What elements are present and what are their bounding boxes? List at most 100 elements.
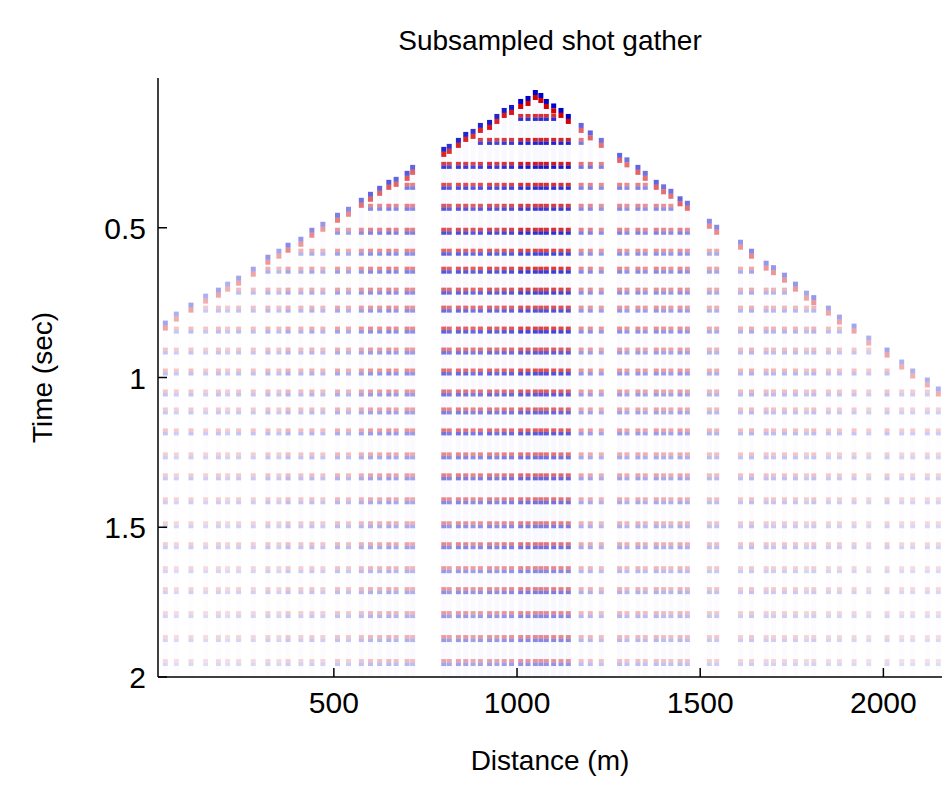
event-trough [494, 231, 499, 235]
event-trough [225, 351, 230, 355]
event-peak [286, 521, 291, 525]
event-peak [163, 428, 168, 432]
event-trough [276, 411, 281, 415]
event-peak [163, 389, 168, 393]
event-peak [410, 183, 415, 187]
event-peak [320, 428, 325, 432]
event-trough [203, 615, 208, 619]
event-trough [538, 141, 543, 145]
event-peak [487, 428, 492, 432]
event-trough [533, 663, 538, 667]
event-peak [579, 288, 584, 292]
event-peak [478, 566, 483, 570]
event-peak [225, 428, 230, 432]
event-peak [174, 348, 179, 352]
event-trough [533, 411, 538, 415]
event-trough [518, 309, 523, 313]
event-trough [558, 525, 563, 529]
event-peak [538, 611, 543, 615]
event-trough [463, 393, 468, 397]
event-peak [394, 542, 399, 546]
event-peak [558, 452, 563, 456]
event-trough [471, 411, 476, 415]
event-peak [533, 249, 538, 253]
event-trough [359, 291, 364, 295]
event-trough [566, 663, 571, 667]
event-trough [368, 591, 373, 595]
event-trough [558, 207, 563, 211]
event-trough [410, 270, 415, 274]
event-trough [447, 252, 452, 256]
event-peak [377, 566, 382, 570]
event-trough [265, 570, 270, 574]
event-trough [188, 525, 193, 529]
event-peak [533, 138, 538, 142]
first-break-trough [405, 171, 410, 176]
event-trough [579, 330, 584, 334]
event-trough [502, 411, 507, 415]
event-trough [538, 525, 543, 529]
event-trough [386, 546, 391, 550]
event-trough [386, 372, 391, 376]
event-trough [538, 501, 543, 505]
event-peak [309, 306, 314, 310]
event-trough [377, 411, 382, 415]
event-trough [298, 615, 303, 619]
event-peak [538, 138, 543, 142]
event-trough [502, 525, 507, 529]
event-trough [359, 270, 364, 274]
event-peak [494, 249, 499, 253]
event-trough [494, 270, 499, 274]
event-peak [463, 204, 468, 208]
event-trough [526, 252, 531, 256]
event-trough [335, 351, 340, 355]
event-peak [286, 428, 291, 432]
event-peak [265, 306, 270, 310]
event-trough [225, 456, 230, 460]
event-trough [487, 270, 492, 274]
event-trough [225, 546, 230, 550]
event-peak [359, 566, 364, 570]
event-peak [236, 288, 241, 292]
event-peak [298, 611, 303, 615]
event-peak [377, 249, 382, 253]
event-peak [533, 521, 538, 525]
first-break-peak [276, 254, 281, 259]
event-trough [494, 591, 499, 595]
event-peak [509, 249, 514, 253]
event-trough [551, 477, 556, 481]
event-trough [163, 432, 168, 436]
event-peak [579, 327, 584, 331]
event-peak [471, 306, 476, 310]
event-trough [174, 393, 179, 397]
event-peak [447, 389, 452, 393]
event-trough [320, 372, 325, 376]
event-peak [359, 228, 364, 232]
event-trough [509, 372, 514, 376]
event-peak [544, 587, 549, 591]
event-peak [394, 497, 399, 501]
event-peak [463, 635, 468, 639]
event-trough [447, 525, 452, 529]
event-peak [502, 288, 507, 292]
event-trough [346, 309, 351, 313]
event-peak [494, 228, 499, 232]
event-trough [203, 477, 208, 481]
event-trough [225, 393, 230, 397]
event-trough [203, 570, 208, 574]
event-peak [309, 389, 314, 393]
event-peak [359, 587, 364, 591]
event-peak [265, 497, 270, 501]
event-trough [216, 639, 221, 643]
event-trough [405, 525, 410, 529]
event-trough [487, 291, 492, 295]
event-peak [368, 369, 373, 373]
event-peak [163, 473, 168, 477]
event-trough [251, 309, 256, 313]
trace [456, 138, 461, 677]
event-peak [478, 611, 483, 615]
event-peak [579, 452, 584, 456]
event-peak [386, 407, 391, 411]
event-trough [251, 411, 256, 415]
event-peak [533, 497, 538, 501]
